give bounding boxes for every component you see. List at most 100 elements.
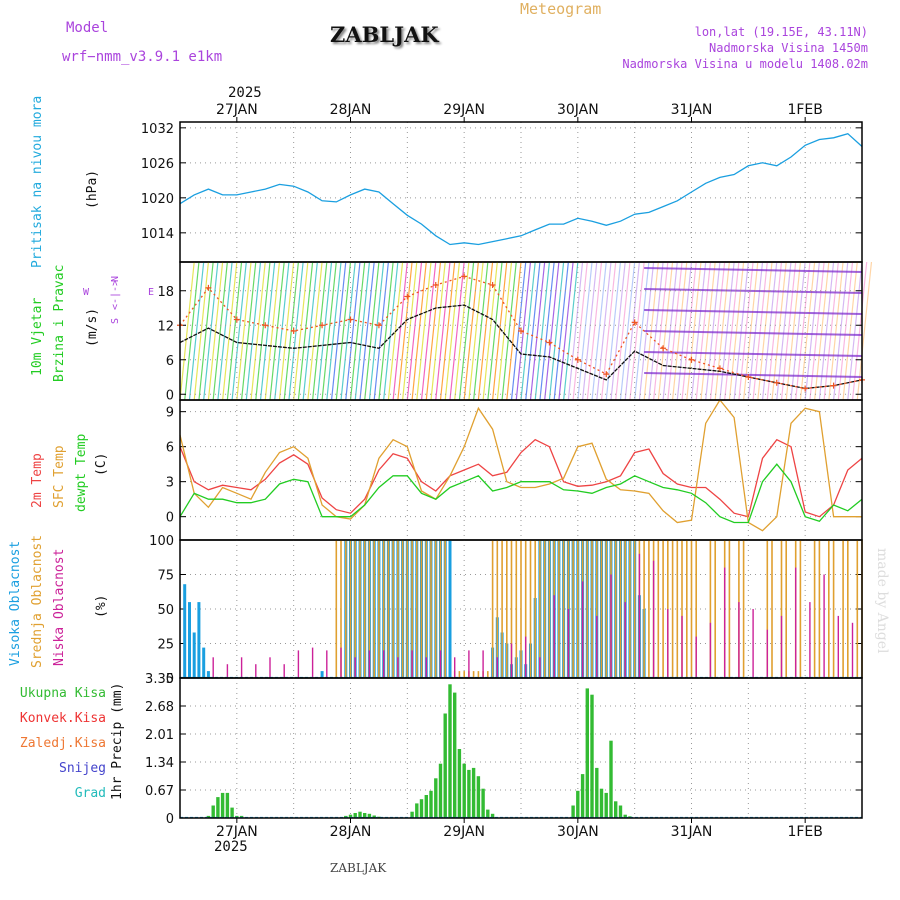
wind-barb — [378, 261, 394, 401]
bar — [212, 657, 214, 678]
wind-barb — [454, 261, 470, 401]
wind-barb — [644, 288, 863, 294]
wind-barb — [335, 261, 352, 401]
bar — [619, 540, 622, 678]
bar — [648, 540, 650, 678]
wind-compass: N <-|-> S W E — [80, 262, 154, 332]
wind-barb — [581, 261, 598, 401]
bar — [690, 540, 693, 678]
bar — [373, 540, 375, 678]
year-label-bottom: 2025 — [214, 839, 248, 855]
ytick-label: 1026 — [141, 157, 174, 172]
ytick-label: 12 — [157, 319, 174, 334]
wind-barb — [368, 261, 385, 401]
bar — [562, 540, 565, 678]
wind-barb — [278, 261, 295, 401]
bar — [577, 540, 579, 678]
bar — [211, 805, 215, 818]
bar — [752, 609, 754, 678]
date-label-top: 31JAN — [671, 102, 713, 118]
wind-barb — [359, 261, 375, 401]
precip-frz-label: Zaledj.Kisa — [19, 736, 106, 751]
bar — [240, 657, 243, 678]
snow-label: Snijeg — [59, 761, 106, 776]
gust-point — [461, 273, 468, 280]
wind-barb — [307, 261, 323, 401]
gust-point — [319, 322, 326, 329]
bar — [406, 540, 409, 678]
series-srednja-oblacnost — [335, 540, 863, 678]
wind-barb — [799, 261, 816, 401]
bar — [832, 540, 835, 678]
wind-barb — [761, 261, 778, 401]
bar — [686, 540, 688, 678]
wind-barb — [644, 372, 863, 378]
wind-barb — [373, 261, 389, 401]
wind-barb — [302, 261, 318, 401]
bar — [481, 788, 485, 818]
gust-point — [518, 328, 524, 334]
bar — [345, 540, 347, 678]
wind-barb — [752, 261, 768, 401]
wind-barb — [520, 261, 536, 401]
ytick-label: 0 — [166, 388, 174, 403]
bar — [226, 664, 229, 678]
bar — [434, 540, 437, 678]
bar — [681, 615, 683, 678]
wind-barb — [724, 261, 740, 401]
bar — [724, 567, 726, 678]
wind-barb — [184, 261, 200, 401]
bar — [823, 574, 825, 678]
ytick-label: 100 — [149, 534, 174, 549]
wind-barb — [709, 261, 726, 401]
bar — [197, 602, 201, 678]
wind-barb — [354, 261, 371, 401]
wind-barb — [572, 261, 588, 401]
bar — [348, 814, 353, 818]
bar — [591, 540, 593, 678]
bar — [496, 657, 498, 678]
panel-pressure: 1014 1020 1026 1032 — [141, 121, 863, 263]
bar — [638, 553, 641, 678]
wind-barb — [615, 261, 631, 401]
bar — [628, 816, 632, 818]
date-label-bottom: 27JAN — [216, 824, 258, 840]
gust-point — [205, 284, 212, 291]
gust-point — [802, 385, 809, 392]
wind-barb — [619, 261, 636, 401]
ytick-label: 0 — [166, 511, 174, 526]
bar — [382, 540, 385, 678]
wind-barb — [544, 261, 560, 401]
wind-barb — [245, 261, 262, 401]
wind-barb — [738, 261, 754, 401]
wind-barb — [629, 261, 645, 401]
bar — [425, 540, 428, 678]
wind-barb — [558, 261, 574, 401]
wind-barb — [240, 261, 257, 401]
ytick-label: 0 — [166, 672, 174, 687]
bar — [397, 657, 399, 678]
bar — [468, 650, 470, 678]
bar — [610, 574, 612, 678]
bar — [438, 763, 443, 818]
bar — [633, 540, 636, 678]
wind-barb — [188, 261, 205, 401]
bar — [392, 540, 394, 678]
compass-east: E — [148, 287, 155, 298]
wind-barb — [600, 261, 617, 401]
hail-label: Grad — [74, 786, 106, 801]
bar — [206, 815, 211, 818]
bar — [785, 540, 787, 678]
wind-barb — [719, 261, 735, 401]
bar — [430, 540, 432, 678]
panel-temperature: 0 3 6 9 — [166, 398, 863, 541]
wind-barb — [771, 261, 787, 401]
bar — [255, 664, 257, 678]
wind-barb — [430, 261, 446, 401]
wind-barb — [534, 261, 551, 401]
date-label-top: 30JAN — [557, 102, 599, 118]
ytick-label: 3.35 — [145, 672, 174, 687]
ytick-label: 18 — [157, 285, 174, 300]
bar — [416, 540, 418, 678]
